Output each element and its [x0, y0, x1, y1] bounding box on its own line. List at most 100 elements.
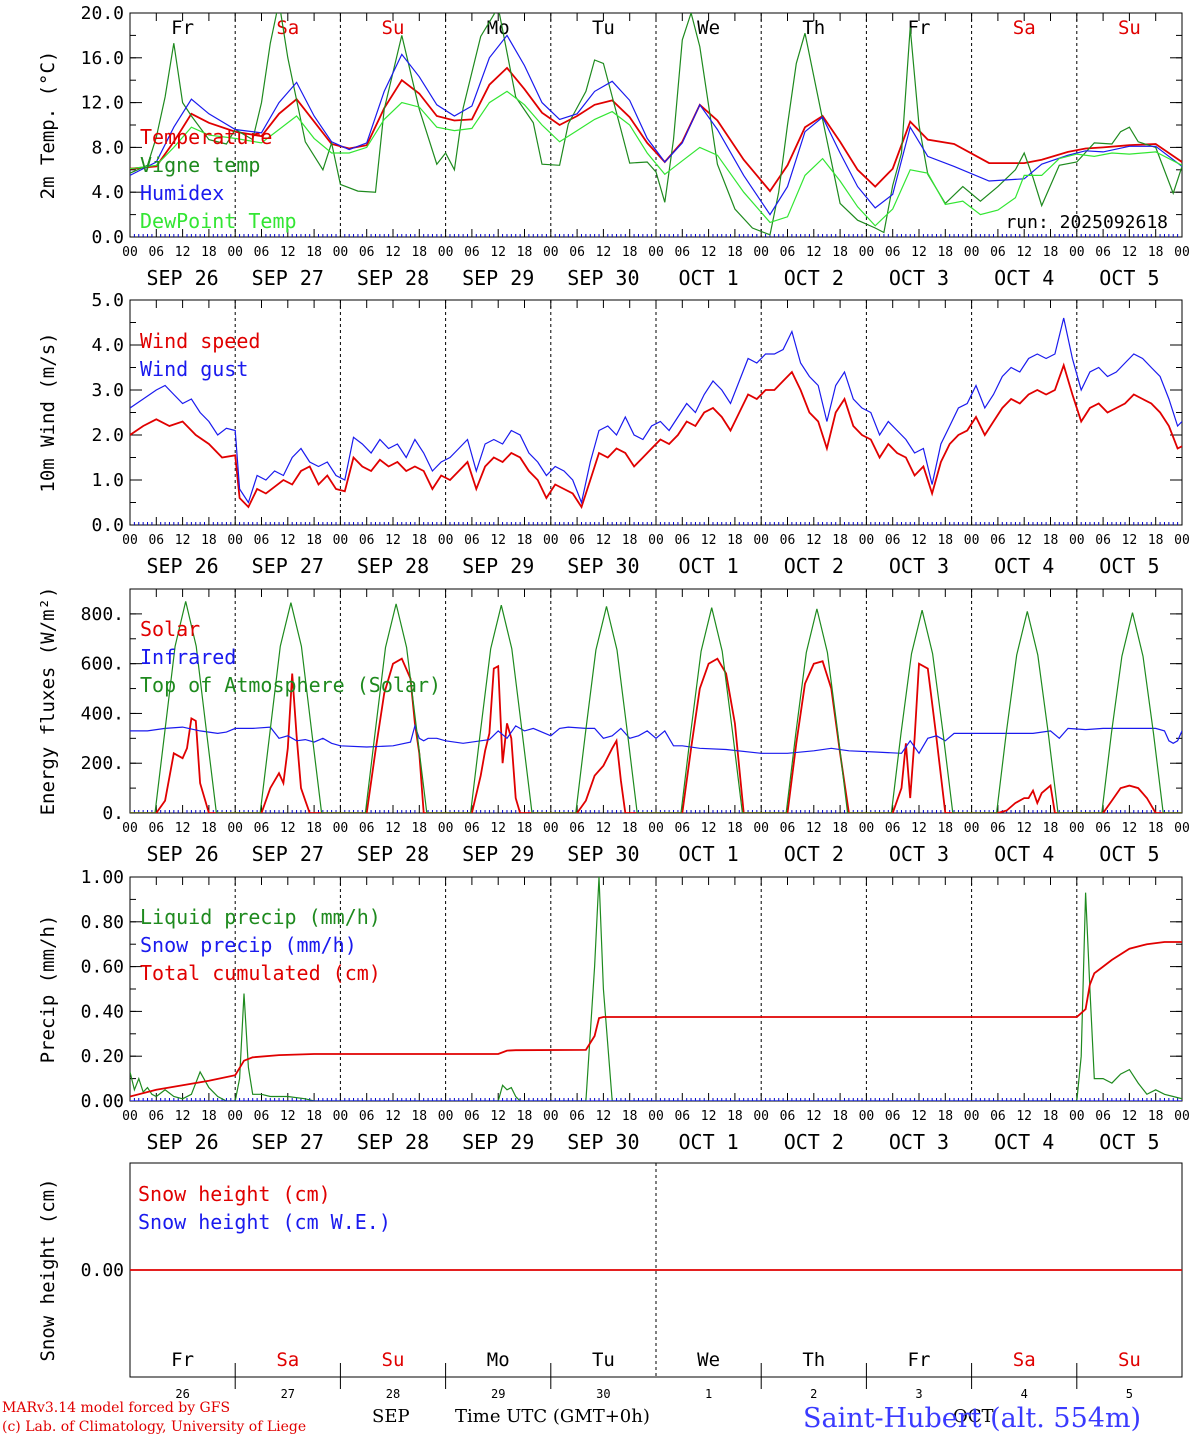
- day-number: 28: [386, 1387, 400, 1401]
- date-label: OCT 3: [889, 1130, 949, 1154]
- date-label: SEP 29: [462, 1130, 534, 1154]
- y-tick-label: 400.: [81, 703, 124, 724]
- hour-tick-label: 00: [122, 533, 138, 548]
- hour-tick-label: 18: [201, 1109, 217, 1124]
- hour-tick-label: 18: [517, 1109, 533, 1124]
- day-number: 2: [810, 1387, 817, 1401]
- hour-tick-label: 00: [648, 245, 664, 260]
- date-label: OCT 5: [1099, 1130, 1159, 1154]
- day-number: 3: [915, 1387, 922, 1401]
- hour-tick-label: 00: [227, 1109, 243, 1124]
- hour-tick-label: 18: [937, 245, 953, 260]
- hour-tick-label: 00: [753, 1109, 769, 1124]
- hour-tick-label: 12: [280, 821, 296, 836]
- hour-tick-label: 12: [701, 1109, 717, 1124]
- weekday-label: Sa: [1013, 1349, 1036, 1371]
- y-tick-label: 2.0: [91, 425, 124, 446]
- hour-tick-label: 00: [859, 245, 875, 260]
- hour-tick-label: 18: [411, 1109, 427, 1124]
- date-label: SEP 28: [357, 1130, 429, 1154]
- date-label: SEP 27: [252, 1130, 324, 1154]
- hour-tick-label: 06: [1095, 821, 1111, 836]
- weekday-label: Su: [382, 1349, 405, 1371]
- hour-tick-label: 12: [911, 533, 927, 548]
- date-label: SEP 26: [146, 266, 218, 290]
- day-number: 30: [596, 1387, 610, 1401]
- hour-tick-label: 12: [701, 245, 717, 260]
- hour-tick-label: 12: [596, 1109, 612, 1124]
- hour-tick-label: 06: [780, 1109, 796, 1124]
- hour-tick-label: 06: [990, 821, 1006, 836]
- y-tick-label: 8.0: [91, 137, 124, 158]
- series-wind-gust: [130, 317, 1182, 505]
- date-label: SEP 26: [146, 1130, 218, 1154]
- hour-tick-label: 06: [359, 533, 375, 548]
- hour-tick-label: 00: [122, 1109, 138, 1124]
- panel-frame: [129, 299, 1183, 526]
- y-tick-label: 0.60: [81, 957, 124, 978]
- y-tick-label: 0.20: [81, 1046, 124, 1067]
- hour-tick-label: 00: [227, 533, 243, 548]
- hour-tick-label: 18: [832, 533, 848, 548]
- hour-tick-label: 06: [1095, 245, 1111, 260]
- date-label: OCT 4: [994, 554, 1054, 578]
- y-tick-label: 1.00: [81, 867, 124, 888]
- hour-tick-label: 12: [701, 821, 717, 836]
- hour-tick-label: 12: [280, 1109, 296, 1124]
- hour-tick-label: 00: [1069, 245, 1085, 260]
- date-label: SEP 30: [567, 842, 639, 866]
- date-label: SEP 28: [357, 842, 429, 866]
- hour-tick-label: 06: [148, 245, 164, 260]
- hour-tick-label: 06: [359, 1109, 375, 1124]
- date-label: OCT 4: [994, 842, 1054, 866]
- legend-entry: DewPoint Temp: [140, 209, 297, 233]
- series-liquid-precip-mm-h: [130, 877, 1182, 1101]
- y-tick-label: 0.00: [81, 1260, 124, 1281]
- hour-tick-label: 12: [175, 821, 191, 836]
- weekday-label: Mo: [487, 17, 510, 39]
- hour-tick-label: 00: [753, 821, 769, 836]
- hour-tick-label: 12: [806, 533, 822, 548]
- hour-tick-label: 12: [280, 533, 296, 548]
- date-label: OCT 5: [1099, 842, 1159, 866]
- y-tick-label: 0.0: [91, 227, 124, 248]
- hour-tick-label: 00: [543, 533, 559, 548]
- legend-entry: Wind speed: [140, 329, 260, 353]
- hour-tick-label: 12: [806, 821, 822, 836]
- hour-tick-label: 00: [859, 533, 875, 548]
- hour-tick-label: 00: [753, 533, 769, 548]
- month-label-sep: SEP: [372, 1406, 410, 1427]
- hour-tick-label: 18: [937, 533, 953, 548]
- hour-tick-label: 00: [227, 245, 243, 260]
- lab-credit: (c) Lab. of Climatology, University of L…: [2, 1419, 307, 1435]
- hour-tick-label: 06: [1095, 533, 1111, 548]
- hour-tick-label: 12: [701, 533, 717, 548]
- series-dewpoint-temp: [130, 90, 1182, 227]
- day-number: 5: [1126, 1387, 1133, 1401]
- date-label: OCT 2: [784, 266, 844, 290]
- date-label: SEP 26: [146, 554, 218, 578]
- y-axis-label: Snow height (cm): [37, 1178, 59, 1361]
- hour-tick-label: 12: [175, 1109, 191, 1124]
- legend-entry: Snow height (cm W.E.): [138, 1210, 391, 1234]
- hour-tick-label: 00: [543, 1109, 559, 1124]
- y-tick-label: 800.: [81, 604, 124, 625]
- weekday-label: Sa: [276, 17, 299, 39]
- hour-tick-label: 12: [490, 245, 506, 260]
- weekday-label: Su: [382, 17, 405, 39]
- y-tick-label: 0.80: [81, 912, 124, 933]
- y-tick-label: 16.0: [81, 48, 124, 69]
- series-solar: [130, 657, 1182, 813]
- hour-tick-label: 18: [306, 1109, 322, 1124]
- hour-tick-label: 06: [885, 1109, 901, 1124]
- day-number: 27: [281, 1387, 295, 1401]
- day-number: 29: [491, 1387, 505, 1401]
- date-label: OCT 4: [994, 1130, 1054, 1154]
- hour-tick-label: 12: [490, 821, 506, 836]
- hour-tick-label: 06: [569, 821, 585, 836]
- y-axis-label: Energy fluxes (W/m²): [37, 587, 59, 816]
- hour-tick-label: 18: [727, 1109, 743, 1124]
- hour-tick-label: 06: [148, 533, 164, 548]
- hour-tick-label: 12: [596, 245, 612, 260]
